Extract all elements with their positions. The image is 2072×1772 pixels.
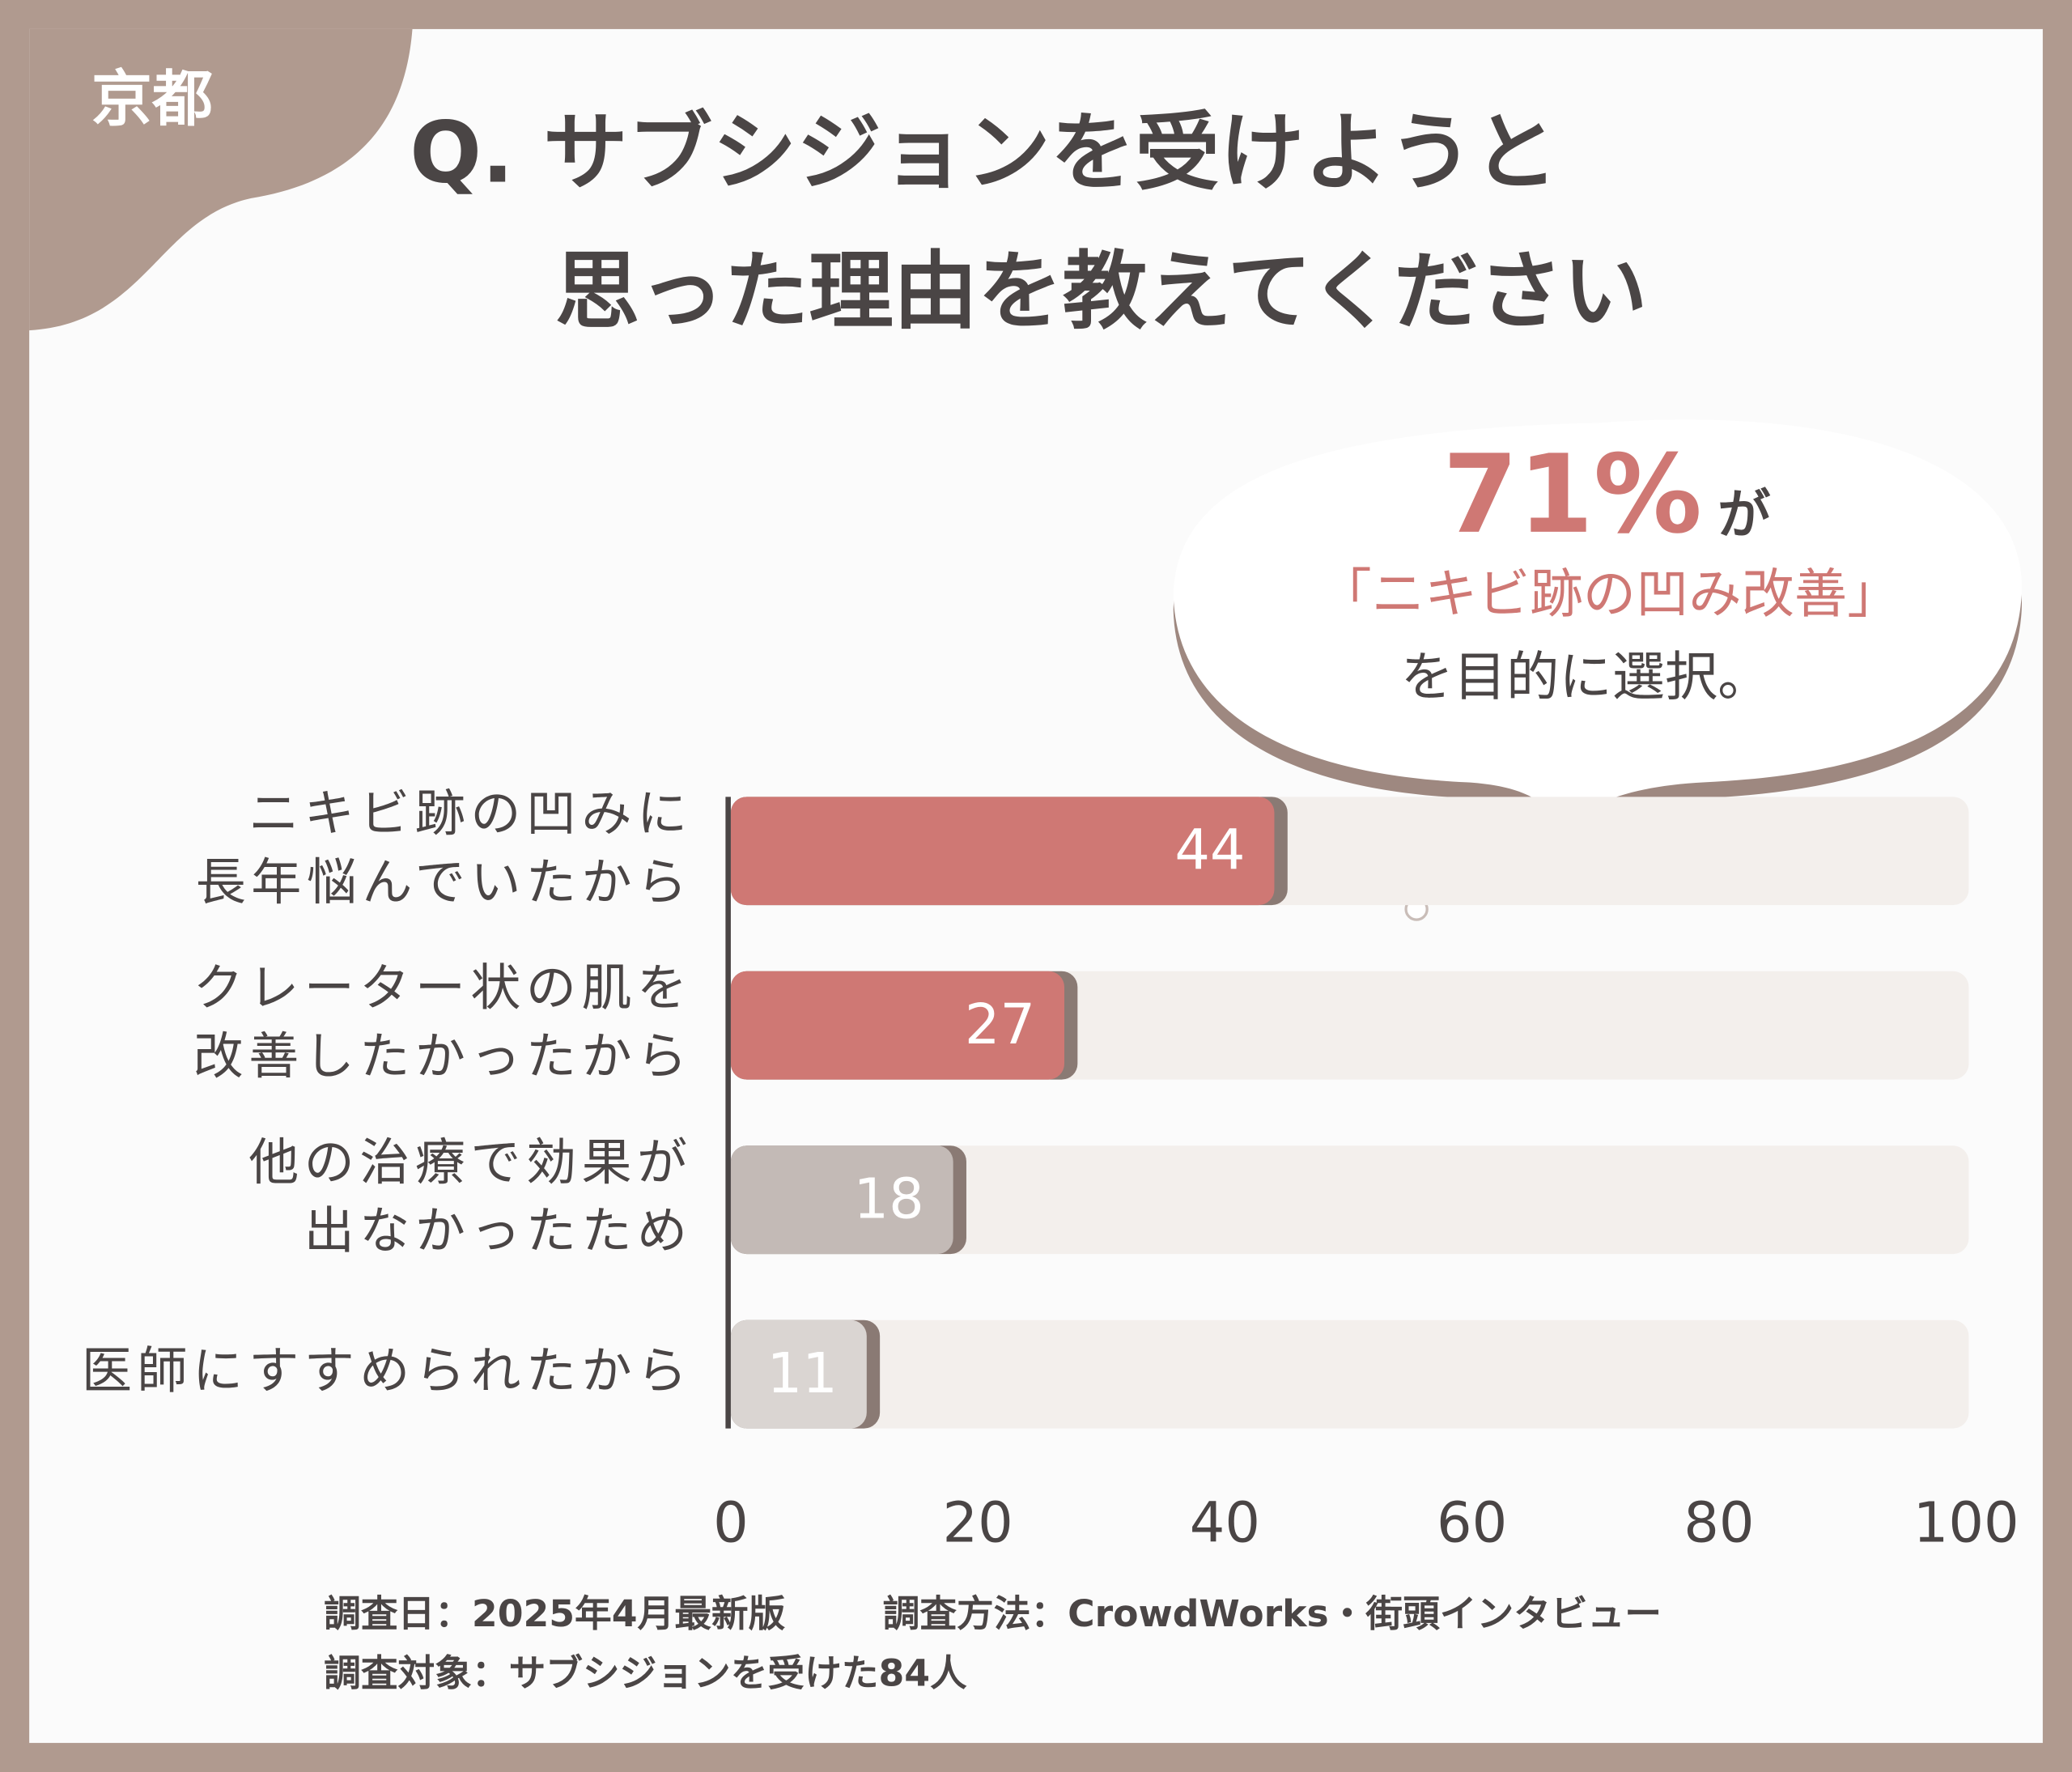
footnote: 調査方法：CrowdWorks・街頭インタビュー <box>883 1592 1662 1635</box>
chart-title: 思った理由を教えてください <box>555 242 1648 341</box>
footnote: 調査日：2025年4月最新版 <box>324 1592 785 1635</box>
bar <box>730 797 1275 906</box>
bar <box>730 1145 953 1255</box>
x-tick-label: 0 <box>713 1490 749 1555</box>
region-label: 京都 <box>91 63 213 134</box>
y-tick-label: 医師にすすめられたから <box>82 1341 693 1400</box>
bar-track <box>730 1145 1969 1255</box>
callout-suffix: が <box>1717 484 1770 546</box>
callout-body <box>1173 419 2022 827</box>
callout-highlight: 71% <box>1443 431 1702 558</box>
y-tick-label: ニキビ跡の凹みに <box>248 784 692 843</box>
y-tick-label: 出なかったため <box>304 1201 693 1260</box>
bar <box>730 1319 867 1429</box>
footnote: 調査対象：サブシジョンを受けた84人 <box>324 1651 967 1694</box>
y-tick-label: 他の治療で効果が <box>248 1132 692 1192</box>
corner-tab <box>29 28 413 331</box>
x-tick-label: 80 <box>1684 1490 1754 1555</box>
bar <box>730 971 1065 1080</box>
value-label: 18 <box>854 1166 924 1231</box>
x-tick-label: 40 <box>1190 1490 1260 1555</box>
callout-text: を目的に選択。 <box>1401 647 1771 708</box>
chart-title: Q. サブシジョンを受けようと <box>410 104 1557 202</box>
value-label: 11 <box>767 1341 838 1406</box>
callout: 71% が 「ニキビ跡の凹み改善」 を目的に選択。 <box>1173 419 2022 921</box>
y-tick-label: クレーター状の肌を <box>193 958 693 1017</box>
y-tick-label: 長年悩んでいたから <box>196 852 693 911</box>
y-tick-label: 改善したかったから <box>193 1026 693 1086</box>
value-label: 44 <box>1174 818 1245 883</box>
x-tick-label: 20 <box>943 1490 1013 1555</box>
value-label: 27 <box>965 992 1035 1057</box>
callout-emphasis: 「ニキビ跡の凹み改善」 <box>1318 563 1900 625</box>
bar-track <box>730 1319 1969 1429</box>
x-tick-label: 100 <box>1913 1490 2019 1555</box>
x-tick-label: 60 <box>1437 1490 1507 1555</box>
